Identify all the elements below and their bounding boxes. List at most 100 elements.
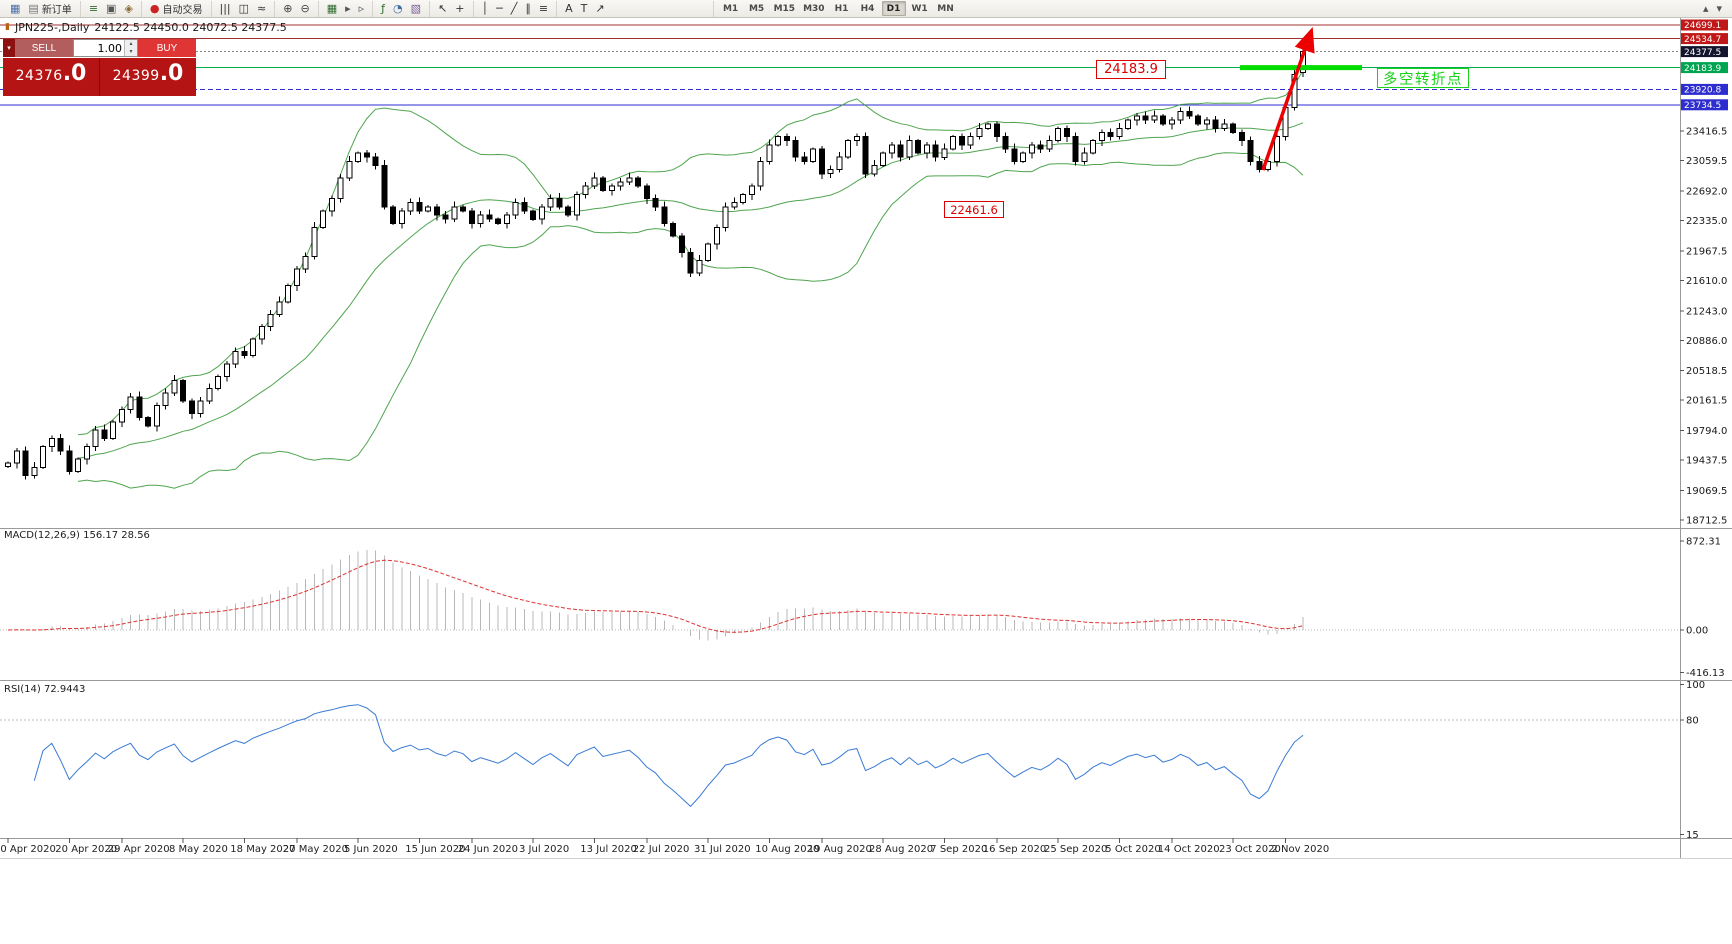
toolbar-group: ||| ◫ ≈ bbox=[210, 0, 275, 17]
timeframe-m15-button[interactable]: M15 bbox=[773, 3, 796, 14]
sell-price-int: 24376 bbox=[15, 68, 63, 84]
svg-text:25 Sep 2020: 25 Sep 2020 bbox=[1044, 844, 1107, 855]
navigator-icon[interactable]: ◈ bbox=[120, 0, 136, 17]
toolbar-group: │ ─ ╱ ∥ ≡ bbox=[472, 0, 557, 17]
svg-text:10 Apr 2020: 10 Apr 2020 bbox=[0, 844, 56, 855]
toolbar-right: ▴ ▾ bbox=[1699, 0, 1730, 17]
svg-text:10 Aug 2020: 10 Aug 2020 bbox=[755, 844, 819, 855]
annotation-support-price[interactable]: 22461.6 bbox=[944, 201, 1004, 218]
sell-price-display[interactable]: 24376.0 bbox=[3, 58, 99, 96]
timeframe-h1-button[interactable]: H1 bbox=[834, 3, 849, 14]
arrows-tool-icon[interactable]: ↗ bbox=[591, 0, 608, 17]
new-chart-icon: ▦ bbox=[10, 2, 21, 15]
text-icon: A bbox=[565, 2, 573, 15]
trade-panel-top-row: ▾ SELL ▴ ▾ BUY bbox=[3, 39, 196, 57]
horizontal-line-icon[interactable]: ─ bbox=[492, 0, 507, 17]
svg-text:3 Jul 2020: 3 Jul 2020 bbox=[519, 844, 569, 855]
svg-text:7 Sep 2020: 7 Sep 2020 bbox=[930, 844, 987, 855]
svg-text:19 Aug 2020: 19 Aug 2020 bbox=[808, 844, 872, 855]
toolbar-group: ▦ ▤ 新订单 bbox=[2, 1, 80, 17]
svg-text:24183.9: 24183.9 bbox=[1684, 64, 1721, 74]
fibonacci-icon[interactable]: ≡ bbox=[535, 0, 552, 17]
sell-button[interactable]: SELL bbox=[15, 39, 73, 57]
lot-decrease-button[interactable]: ▾ bbox=[125, 48, 137, 56]
lot-increase-button[interactable]: ▴ bbox=[125, 40, 137, 48]
svg-text:872.31: 872.31 bbox=[1686, 537, 1721, 548]
indicators-icon: ƒ bbox=[381, 2, 386, 15]
zoom-out-icon[interactable]: ⊖ bbox=[296, 0, 313, 17]
vertical-line-icon: │ bbox=[481, 2, 489, 15]
timeframe-m30-button[interactable]: M30 bbox=[803, 3, 825, 14]
text-label-icon[interactable]: T bbox=[577, 0, 592, 17]
toolbar-customize-icon[interactable]: ▴ bbox=[1699, 0, 1713, 17]
trade-panel-collapse-button[interactable]: ▾ bbox=[3, 39, 15, 57]
candlestick-mode-icon[interactable]: ◫ bbox=[235, 0, 253, 17]
chart-ohlc-values: 24122.5 24450.0 24072.5 24377.5 bbox=[94, 21, 287, 34]
line-chart-mode-icon[interactable]: ≈ bbox=[253, 0, 270, 17]
lot-size-field[interactable]: ▴ ▾ bbox=[73, 39, 138, 57]
toolbar-more-icon: ▾ bbox=[1716, 2, 1722, 15]
sell-price-dec: .0 bbox=[62, 61, 87, 86]
svg-text:22692.0: 22692.0 bbox=[1686, 187, 1727, 198]
timeframe-d1-button[interactable]: D1 bbox=[881, 1, 906, 16]
timeframe-toolbar: M1 M5 M15 M30 H1 H4 D1 W1 MN bbox=[712, 0, 963, 17]
vertical-line-icon[interactable]: │ bbox=[478, 0, 493, 17]
svg-text:19794.0: 19794.0 bbox=[1686, 426, 1727, 437]
buy-button[interactable]: BUY bbox=[138, 39, 196, 57]
svg-text:19437.5: 19437.5 bbox=[1686, 456, 1727, 467]
templates-icon[interactable]: ▧ bbox=[407, 0, 425, 17]
lot-size-input[interactable] bbox=[74, 40, 124, 56]
indicators-icon[interactable]: ƒ bbox=[377, 0, 389, 17]
timeframe-h4-button[interactable]: H4 bbox=[860, 3, 875, 14]
chart-shift-icon: ▹ bbox=[358, 2, 365, 15]
zoom-in-icon: ⊕ bbox=[283, 2, 293, 15]
svg-text:20161.5: 20161.5 bbox=[1686, 396, 1727, 407]
timeframe-m5-button[interactable]: M5 bbox=[748, 3, 765, 14]
toolbar-group: ⊕ ⊖ bbox=[274, 0, 317, 17]
buy-price-dec: .0 bbox=[159, 61, 184, 86]
bar-chart-mode-icon[interactable]: ||| bbox=[216, 0, 235, 17]
candlestick-mode-icon: ◫ bbox=[238, 2, 250, 15]
svg-text:27 May 2020: 27 May 2020 bbox=[283, 844, 348, 855]
chart-shift-icon[interactable]: ▹ bbox=[355, 0, 369, 17]
auto-trading-icon: ● bbox=[149, 2, 160, 15]
crosshair-icon[interactable]: + bbox=[451, 0, 468, 17]
svg-text:20886.0: 20886.0 bbox=[1686, 336, 1727, 347]
tile-windows-icon[interactable]: ▦ bbox=[323, 0, 341, 17]
macd-indicator-label: MACD(12,26,9) 156.17 28.56 bbox=[4, 530, 150, 541]
svg-text:22335.0: 22335.0 bbox=[1686, 216, 1727, 227]
toolbar-group: ƒ ◔ ▧ bbox=[372, 0, 429, 17]
svg-text:31 Jul 2020: 31 Jul 2020 bbox=[694, 844, 751, 855]
auto-scroll-icon[interactable]: ▸ bbox=[341, 0, 355, 17]
timeframe-m1-button[interactable]: M1 bbox=[722, 3, 739, 14]
fibonacci-icon: ≡ bbox=[538, 2, 549, 15]
new-chart-icon[interactable]: ▦ bbox=[6, 0, 24, 17]
svg-text:18712.5: 18712.5 bbox=[1686, 516, 1727, 527]
text-icon[interactable]: A bbox=[561, 0, 577, 17]
arrows-tool-icon: ↗ bbox=[595, 2, 605, 15]
timeframe-mn-button[interactable]: MN bbox=[937, 3, 954, 14]
buy-price-display[interactable]: 24399.0 bbox=[100, 58, 196, 96]
market-watch-icon[interactable]: ≡ bbox=[85, 0, 102, 17]
data-window-icon[interactable]: ▣ bbox=[102, 0, 120, 17]
channel-icon[interactable]: ∥ bbox=[521, 0, 535, 17]
chart-symbol-period: JPN225-,Daily bbox=[14, 21, 90, 34]
timeframe-w1-button[interactable]: W1 bbox=[911, 3, 928, 14]
annotation-turning-point[interactable]: 多空转折点 bbox=[1377, 68, 1469, 88]
rsi-indicator-label: RSI(14) 72.9443 bbox=[4, 684, 86, 695]
periods-icon[interactable]: ◔ bbox=[389, 0, 407, 17]
auto-trading-button[interactable]: ● 自动交易 bbox=[146, 0, 207, 17]
toolbar-more-icon[interactable]: ▾ bbox=[1712, 0, 1726, 17]
tile-windows-icon: ▦ bbox=[326, 2, 338, 15]
zoom-in-icon[interactable]: ⊕ bbox=[279, 0, 296, 17]
annotation-resistance-price[interactable]: 24183.9 bbox=[1096, 60, 1166, 79]
svg-text:24534.7: 24534.7 bbox=[1684, 35, 1721, 45]
cursor-icon[interactable]: ↖ bbox=[434, 0, 451, 17]
svg-text:-416.13: -416.13 bbox=[1686, 668, 1725, 679]
svg-text:24 Jun 2020: 24 Jun 2020 bbox=[458, 844, 518, 855]
zoom-out-icon: ⊖ bbox=[300, 2, 310, 15]
trendline-icon[interactable]: ╱ bbox=[507, 0, 522, 17]
buy-price-int: 24399 bbox=[112, 68, 160, 84]
new-order-button[interactable]: ▤ 新订单 bbox=[24, 0, 75, 17]
